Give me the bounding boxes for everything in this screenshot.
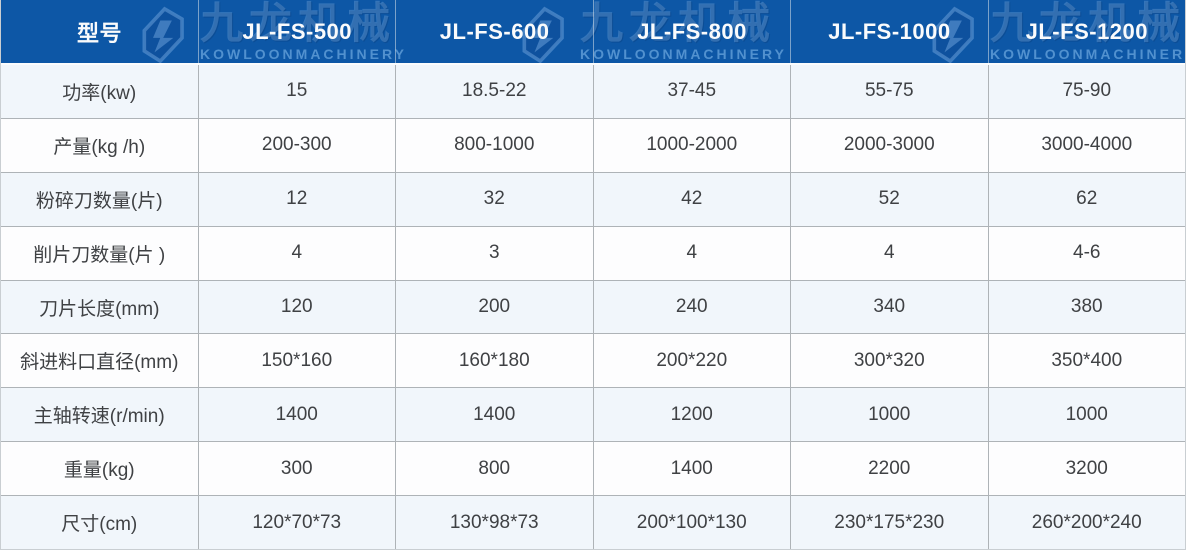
table-cell: 200-300 (199, 118, 396, 172)
table-cell: 800 (396, 442, 594, 496)
table-cell: 2000-3000 (791, 118, 989, 172)
table-cell: 1200 (594, 388, 791, 442)
table-body: 功率(kw) 15 18.5-22 37-45 55-75 75-90 产量(kg /h) 2… (1, 63, 1185, 550)
row-label: 刀片长度(mm) (1, 280, 199, 334)
table-cell: 150*160 (199, 334, 396, 388)
table-cell: 120 (199, 280, 396, 334)
table-header: 九龙机械 KOWLOONMACHINERY 九龙机械 KOWLOONMACHIN… (1, 0, 1185, 63)
table-row: 削片刀数量(片 ) 4 3 4 4 4-6 (1, 226, 1185, 281)
table-cell: 3 (396, 226, 594, 280)
table-row: 粉碎刀数量(片) 12 32 42 52 62 (1, 172, 1185, 227)
table-row: 斜进料口直径(mm) 150*160 160*180 200*220 300*320 35… (1, 334, 1185, 389)
table-cell: 1400 (396, 388, 594, 442)
table-cell: 1400 (199, 388, 396, 442)
table-row: 尺寸(cm) 120*70*73 130*98*73 200*100*130 230*1… (1, 496, 1185, 550)
table-row: 功率(kw) 15 18.5-22 37-45 55-75 75-90 (1, 65, 1185, 119)
table-cell: 52 (791, 172, 989, 226)
table-cell: 800-1000 (396, 118, 594, 172)
table-cell: 200*100*130 (594, 496, 791, 550)
table-cell: 4 (791, 226, 989, 280)
column-header-4: JL-FS-1000 (791, 0, 989, 63)
table-cell: 350*400 (1051, 349, 1123, 371)
column-header-1: JL-FS-500 (199, 0, 397, 63)
table-cell: 75-90 (1062, 80, 1112, 102)
table-cell: 1000 (791, 388, 989, 442)
table-cell: 12 (199, 172, 396, 226)
table-cell: 1000 (1065, 403, 1108, 425)
column-header-2: JL-FS-600 (396, 0, 594, 63)
table-cell: 55-75 (791, 65, 989, 118)
column-header-5: JL-FS-1200 (1025, 18, 1149, 44)
table-cell: 300*320 (791, 334, 989, 388)
column-header-model: 型号 (1, 0, 199, 63)
table-cell: 18.5-22 (396, 65, 594, 118)
row-label: 功率(kw) (1, 65, 199, 118)
table-cell: 15 (199, 65, 396, 118)
table-cell: 300 (199, 442, 396, 496)
table-cell: 4 (594, 226, 791, 280)
table-cell: 3200 (1065, 457, 1108, 479)
table-cell: 200*220 (594, 334, 791, 388)
table-cell: 1400 (594, 442, 791, 496)
table-cell: 130*98*73 (396, 496, 594, 550)
table-row: 刀片长度(mm) 120 200 240 340 380 (1, 280, 1185, 335)
row-label: 尺寸(cm) (1, 496, 199, 550)
column-header-3: JL-FS-800 (594, 0, 792, 63)
table-cell: 1000-2000 (594, 118, 791, 172)
table-cell: 32 (396, 172, 594, 226)
row-label: 削片刀数量(片 ) (1, 226, 199, 280)
table-cell: 4-6 (1073, 242, 1101, 264)
table-cell: 230*175*230 (791, 496, 989, 550)
row-label: 产量(kg /h) (1, 118, 199, 172)
table-cell: 260*200*240 (1031, 511, 1142, 533)
header-row: 型号 JL-FS-500 JL-FS-600 JL-FS-800 JL-FS-1000 J… (1, 0, 1185, 63)
row-label: 重量(kg) (1, 442, 199, 496)
table-cell: 2200 (791, 442, 989, 496)
table-cell: 200 (396, 280, 594, 334)
table-cell: 42 (594, 172, 791, 226)
table-cell: 240 (594, 280, 791, 334)
table-cell: 160*180 (396, 334, 594, 388)
table-row: 重量(kg) 300 800 1400 2200 3200 (1, 442, 1185, 497)
table-cell: 380 (1070, 296, 1103, 317)
row-label: 斜进料口直径(mm) (1, 334, 199, 388)
table-cell: 4 (199, 226, 396, 280)
table-cell: 62 (1076, 188, 1098, 210)
table-cell: 120*70*73 (199, 496, 396, 550)
row-label: 粉碎刀数量(片) (1, 172, 199, 226)
table-cell: 3000-4000 (1041, 134, 1133, 156)
table-cell: 340 (791, 280, 989, 334)
table-row: 产量(kg /h) 200-300 800-1000 1000-2000 2000-30… (1, 118, 1185, 173)
row-label: 主轴转速(r/min) (1, 388, 199, 442)
table-cell: 37-45 (594, 65, 791, 118)
table-row: 主轴转速(r/min) 1400 1400 1200 1000 1000 (1, 388, 1185, 443)
